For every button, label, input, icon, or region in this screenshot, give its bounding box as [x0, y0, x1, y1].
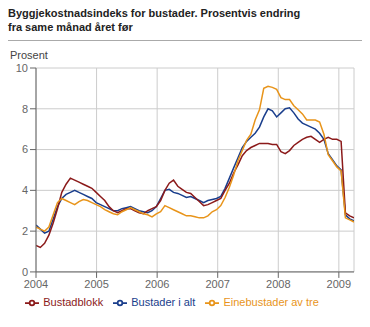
svg-text:6: 6 [22, 143, 28, 155]
svg-text:2007: 2007 [205, 278, 229, 290]
svg-text:2008: 2008 [266, 278, 290, 290]
svg-text:10: 10 [16, 62, 28, 74]
html-text:Prosent: Prosent [10, 49, 48, 61]
html-text:Bustader i alt: Bustader i alt [131, 295, 196, 308]
svg-text:2006: 2006 [145, 278, 169, 290]
svg-text:8: 8 [22, 103, 28, 115]
html-text:Bustadblokk: Bustadblokk [43, 295, 104, 308]
html-text:Byggjekostnadsindeks for busta: Byggjekostnadsindeks for bustader. Prose… [8, 7, 301, 19]
svg-text:4: 4 [22, 184, 28, 196]
html-text:Einebustader av tre: Einebustader av tre [223, 295, 319, 308]
svg-text:2: 2 [22, 225, 28, 237]
svg-text:2009: 2009 [327, 278, 351, 290]
svg-text:2005: 2005 [84, 278, 108, 290]
html-text:fra same månad året før: fra same månad året før [8, 21, 133, 33]
svg-text:0: 0 [22, 266, 28, 278]
svg-text:2004: 2004 [24, 278, 48, 290]
